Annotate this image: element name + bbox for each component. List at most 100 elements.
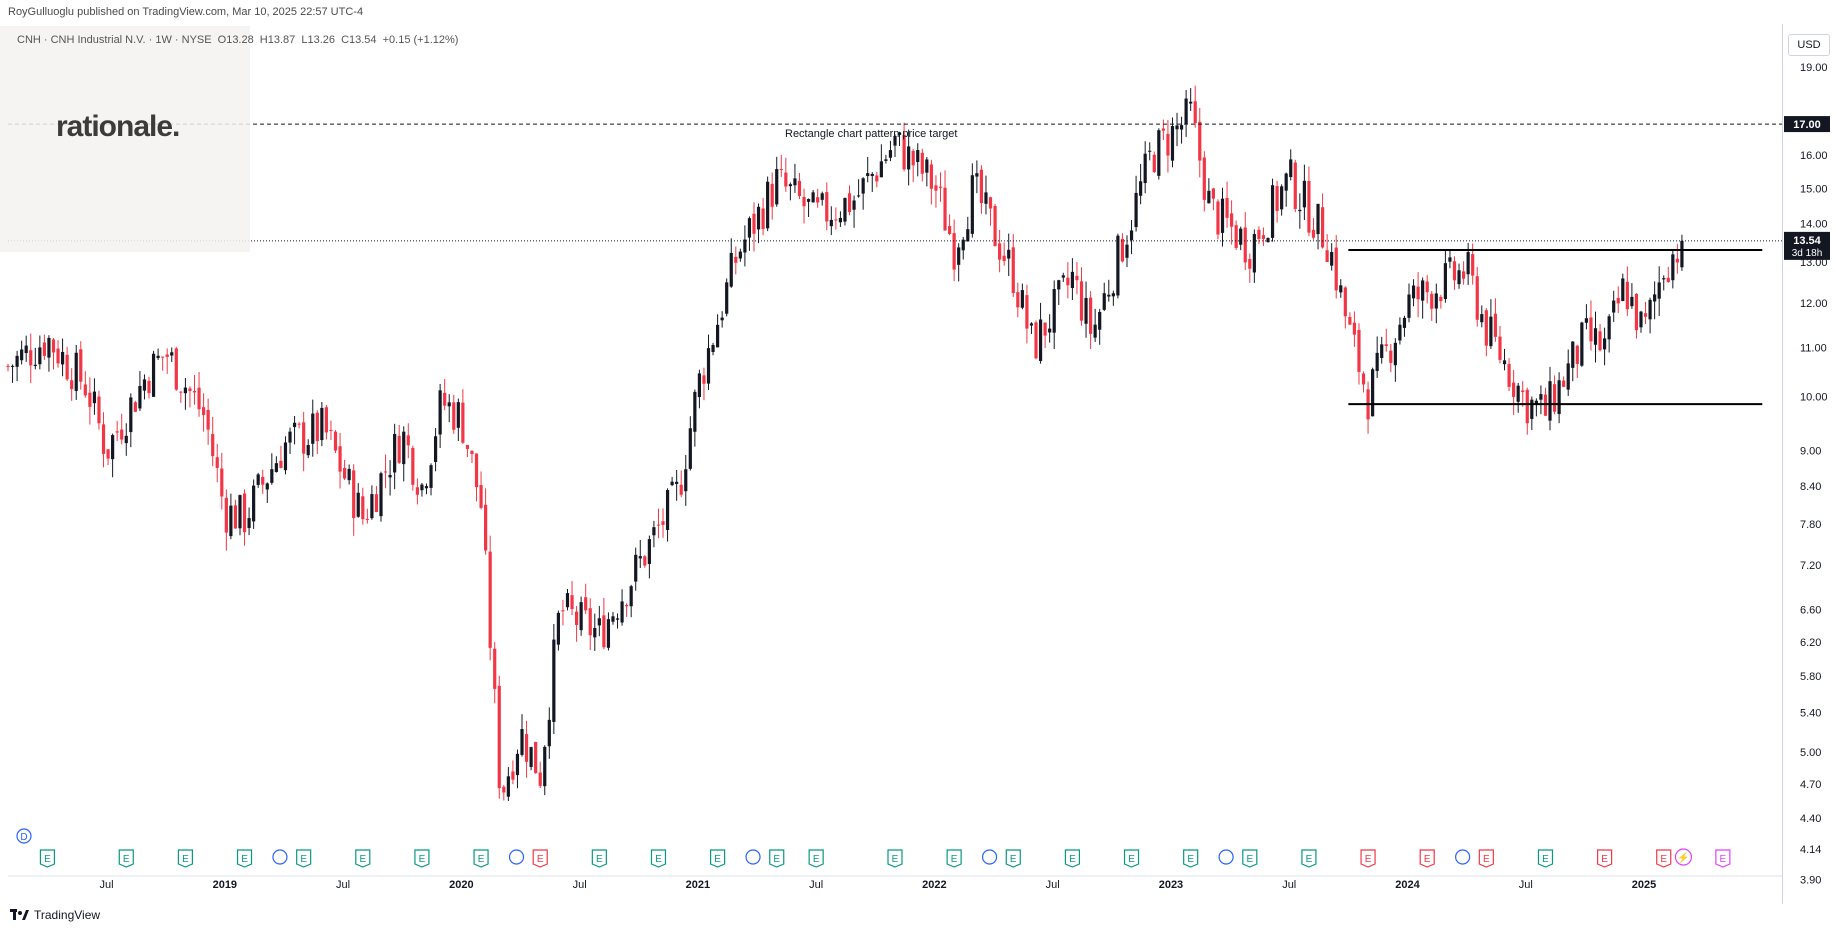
earnings-event-icon	[1301, 849, 1317, 868]
earnings-event-icon	[1419, 849, 1435, 868]
candle-body	[206, 409, 210, 430]
candle-body	[10, 365, 15, 367]
ohlc-open: O13.28	[217, 34, 254, 46]
earnings-event-icon	[887, 849, 903, 868]
x-tick-label: Jul	[100, 879, 114, 891]
candle-body	[1098, 311, 1102, 330]
ohlc-close: C13.54	[341, 34, 377, 46]
candle-body	[229, 505, 233, 537]
candle-body	[938, 186, 943, 188]
candle-body	[124, 435, 128, 444]
candle-body	[797, 180, 802, 197]
earnings-event-glyph: E	[1187, 854, 1194, 865]
candle-body	[456, 402, 460, 428]
x-tick-label: Jul	[1046, 879, 1060, 891]
candle-body	[947, 226, 952, 234]
earnings-event-glyph: E	[1660, 854, 1667, 865]
candle-body	[1216, 201, 1220, 235]
earnings-event-glyph: E	[1365, 854, 1372, 865]
candle-body	[1011, 247, 1015, 293]
candle-body	[33, 364, 37, 366]
earnings-event-icon	[1597, 849, 1613, 868]
candle-body	[311, 413, 315, 444]
candle-body	[1025, 295, 1029, 329]
earnings-event-icon	[1183, 849, 1199, 868]
candle-body	[247, 518, 251, 529]
candle-body	[415, 487, 419, 495]
candle-body	[1407, 294, 1411, 318]
candle-body	[1057, 280, 1061, 290]
symbol-ticker[interactable]: CNH · CNH Industrial N.V. · 1W · NYSE	[17, 34, 212, 46]
candle-body	[24, 345, 28, 354]
candle-body	[1343, 287, 1347, 317]
earnings-event-glyph: E	[655, 854, 662, 865]
candle-body	[1552, 384, 1557, 412]
x-tick-label: Jul	[809, 879, 823, 891]
earnings-event-icon	[1360, 849, 1376, 868]
candle-body	[734, 256, 738, 263]
candle-body	[1493, 313, 1498, 337]
watermark-panel	[0, 26, 250, 252]
candle-body	[465, 444, 470, 449]
candle-body	[756, 206, 761, 230]
candle-body	[1498, 336, 1502, 360]
candle-body	[438, 390, 442, 435]
candle-body	[1157, 130, 1161, 176]
candle-body	[1653, 294, 1657, 302]
candle-body	[92, 391, 97, 404]
candle-body	[224, 497, 228, 533]
candle-body	[347, 468, 351, 481]
candle-body	[1512, 382, 1516, 397]
candle-body	[1502, 360, 1507, 365]
candle-body	[793, 178, 797, 186]
candle-body	[1543, 394, 1548, 416]
candle-body	[761, 208, 765, 230]
x-tick-label: Jul	[336, 879, 350, 891]
candle-body	[15, 355, 19, 367]
candle-body	[665, 490, 670, 531]
candle-body	[1625, 281, 1629, 310]
candle-body	[365, 518, 369, 520]
candle-body	[1230, 213, 1234, 227]
earnings-event-glyph: E	[478, 854, 485, 865]
candle-body	[201, 407, 206, 415]
candle-body	[1243, 227, 1247, 263]
candle-body	[1548, 381, 1552, 421]
candle-body	[752, 213, 756, 234]
ohlc-low: L13.26	[301, 34, 335, 46]
candle-body	[333, 431, 338, 451]
candle-body	[725, 282, 729, 314]
candle-body	[1038, 319, 1043, 361]
candle-body	[820, 193, 824, 200]
candle-body	[1161, 128, 1165, 131]
candle-body	[561, 610, 565, 612]
candle-body	[379, 473, 383, 517]
candle-body	[179, 391, 183, 393]
candle-body	[1166, 133, 1170, 156]
candle-body	[1179, 125, 1184, 130]
candle-body	[579, 602, 583, 631]
earnings-event-icon	[532, 849, 548, 868]
earnings-event-icon	[1242, 849, 1258, 868]
candle-body	[356, 492, 360, 517]
candle-body	[902, 134, 906, 170]
candle-body	[211, 434, 215, 457]
currency-button[interactable]: USD	[1788, 34, 1830, 56]
y-tick-label: 8.40	[1800, 481, 1821, 493]
candle-body	[1125, 244, 1129, 258]
candle-body	[870, 173, 874, 177]
candle-body	[188, 388, 192, 391]
candle-body	[888, 150, 893, 158]
candle-body	[115, 431, 119, 433]
candle-body	[857, 195, 861, 197]
y-tick-label: 10.00	[1800, 391, 1828, 403]
candle-body	[711, 345, 715, 353]
candle-body	[747, 218, 752, 238]
candle-body	[988, 197, 993, 209]
price-axis[interactable]	[1782, 24, 1835, 904]
candle-body	[1084, 297, 1088, 324]
candle-body	[1425, 281, 1429, 293]
candle-body	[634, 554, 638, 582]
candle-body	[1202, 157, 1206, 200]
